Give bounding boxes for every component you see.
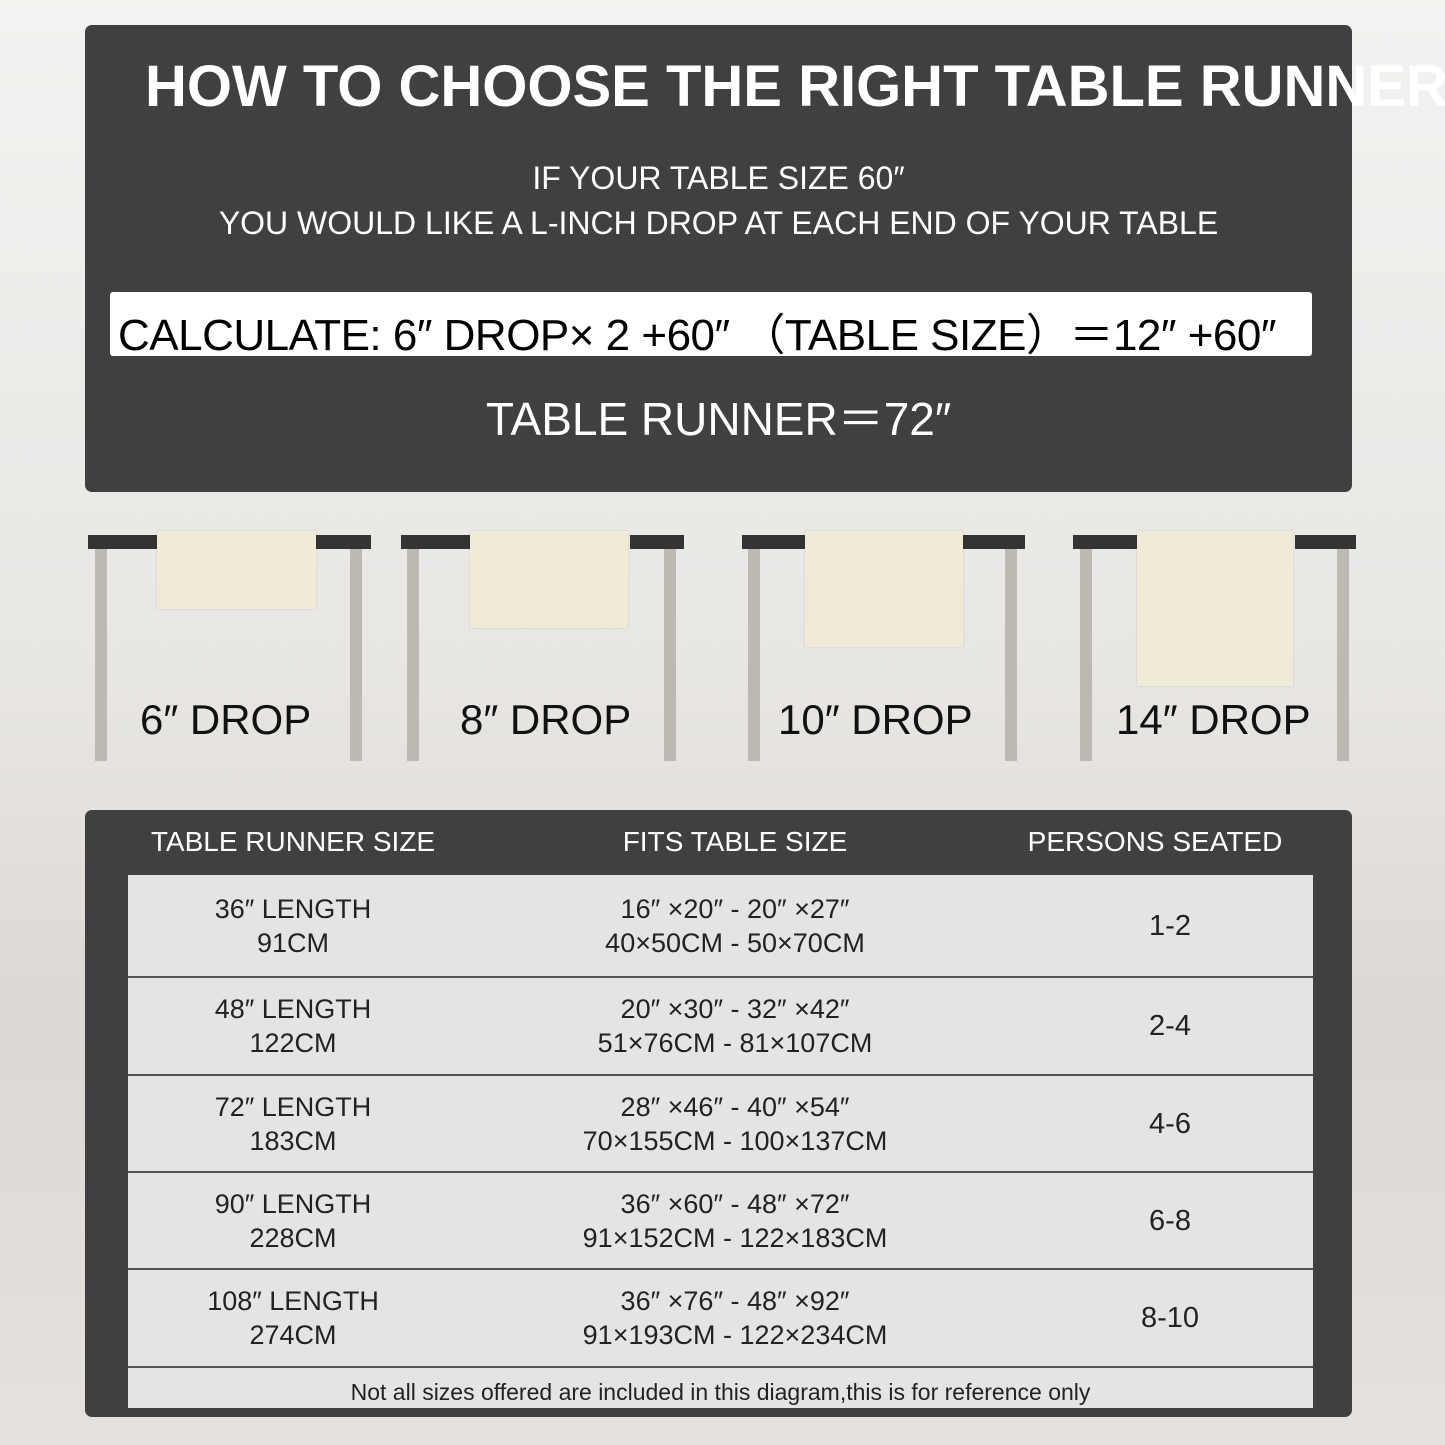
table-top: [630, 535, 684, 549]
drop-label: 6″ DROP: [140, 696, 312, 743]
length-cm: 228CM: [249, 1222, 337, 1253]
header-fits-table-size: FITS TABLE SIZE: [622, 826, 848, 857]
intro-line-1: IF YOUR TABLE SIZE 60″: [532, 160, 905, 196]
header-panel: HOW TO CHOOSE THE RIGHT TABLE RUNNER IF …: [85, 25, 1445, 492]
length-cm: 122CM: [249, 1028, 337, 1058]
persons-cell: 4-6: [1020, 1076, 1320, 1171]
fits-size-cell: 16″ ×20″ - 20″ ×27″ 40×50CM - 50×70CM: [535, 875, 935, 976]
table-top: [401, 535, 470, 549]
table-leg: [1080, 549, 1092, 761]
persons-value: 4-6: [1149, 1107, 1191, 1140]
table-leg: [407, 549, 419, 761]
result-text: TABLE RUNNER＝72″: [485, 393, 952, 445]
fits-cm: 91×152CM - 122×183CM: [582, 1222, 888, 1253]
table-top: [742, 535, 805, 549]
header-persons-seated: PERSONS SEATED: [1027, 826, 1283, 857]
runner-size-cell: 90″ LENGTH 228CM: [143, 1173, 443, 1268]
persons-cell: 2-4: [1020, 978, 1320, 1074]
table-row: 48″ LENGTH 122CM 20″ ×30″ - 32″ ×42″ 51×76…: [128, 978, 1313, 1076]
fits-inches: 20″ ×30″ - 32″ ×42″: [620, 994, 850, 1024]
runner-size-cell: 108″ LENGTH 274CM: [143, 1270, 443, 1366]
runner-size-cell: 36″ LENGTH 91CM: [143, 875, 443, 976]
drop-label: 8″ DROP: [460, 696, 632, 743]
intro-line-2: YOU WOULD LIKE A L-INCH DROP AT EACH END…: [218, 205, 1219, 241]
page-title: HOW TO CHOOSE THE RIGHT TABLE RUNNER: [145, 54, 1445, 119]
length-cm: 91CM: [256, 927, 330, 958]
fits-size-cell: 36″ ×60″ - 48″ ×72″ 91×152CM - 122×183CM: [535, 1173, 935, 1268]
runner-size-cell: 48″ LENGTH 122CM: [143, 978, 443, 1074]
fits-inches: 36″ ×60″ - 48″ ×72″: [620, 1188, 850, 1219]
table-top: [316, 535, 371, 549]
table-leg: [1337, 549, 1349, 761]
table-top: [1073, 535, 1137, 549]
fits-size-cell: 36″ ×76″ - 48″ ×92″ 91×193CM - 122×234CM: [535, 1270, 935, 1366]
persons-cell: 6-8: [1020, 1173, 1320, 1268]
fits-inches: 16″ ×20″ - 20″ ×27″: [620, 893, 850, 924]
persons-value: 6-8: [1149, 1204, 1191, 1237]
header-runner-size: TABLE RUNNER SIZE: [150, 826, 436, 857]
persons-value: 8-10: [1140, 1302, 1200, 1334]
size-table-panel: TABLE RUNNER SIZE FITS TABLE SIZE PERSON…: [85, 810, 1352, 1417]
fits-cm: 91×193CM - 122×234CM: [582, 1320, 888, 1350]
table-runner: [1137, 531, 1293, 686]
table-row: 36″ LENGTH 91CM 16″ ×20″ - 20″ ×27″ 40×50C…: [128, 875, 1313, 978]
footnote: Not all sizes offered are included in th…: [350, 1379, 1091, 1405]
table-leg: [664, 549, 676, 761]
persons-cell: 8-10: [1020, 1270, 1320, 1366]
fits-inches: 36″ ×76″ - 48″ ×92″: [620, 1286, 850, 1316]
fits-size-cell: 28″ ×46″ - 40″ ×54″ 70×155CM - 100×137CM: [535, 1076, 935, 1171]
fits-cm: 51×76CM - 81×107CM: [597, 1028, 873, 1058]
table-top: [963, 535, 1025, 549]
persons-value: 2-4: [1149, 1010, 1191, 1042]
size-table-body: Not all sizes offered are included in th…: [128, 875, 1313, 1408]
table-row: 72″ LENGTH 183CM 28″ ×46″ - 40″ ×54″ 70×15…: [128, 1076, 1313, 1173]
persons-value: 1-2: [1149, 909, 1191, 942]
table-row: 90″ LENGTH 228CM 36″ ×60″ - 48″ ×72″ 91×15…: [128, 1173, 1313, 1270]
drop-label: 10″ DROP: [778, 696, 973, 743]
drop-label: 14″ DROP: [1116, 696, 1311, 743]
table-top: [1295, 535, 1356, 549]
table-leg: [1005, 549, 1017, 761]
fits-cm: 40×50CM - 50×70CM: [605, 927, 865, 958]
fits-size-cell: 20″ ×30″ - 32″ ×42″ 51×76CM - 81×107CM: [535, 978, 935, 1074]
fits-inches: 28″ ×46″ - 40″ ×54″: [620, 1091, 850, 1122]
table-top: [88, 535, 157, 549]
length-inches: 72″ LENGTH: [214, 1091, 372, 1122]
table-runner: [157, 531, 316, 609]
table-runner: [805, 531, 963, 648]
length-inches: 108″ LENGTH: [207, 1286, 379, 1316]
table-leg: [748, 549, 760, 761]
calculation-text: CALCULATE: 6″ DROP× 2 +60″ （TABLE SIZE）＝…: [118, 311, 1276, 360]
runner-size-cell: 72″ LENGTH 183CM: [143, 1076, 443, 1171]
length-cm: 274CM: [249, 1320, 337, 1350]
table-leg: [350, 549, 362, 761]
persons-cell: 1-2: [1020, 875, 1320, 976]
length-inches: 90″ LENGTH: [214, 1188, 372, 1219]
length-inches: 48″ LENGTH: [214, 994, 372, 1024]
length-cm: 183CM: [249, 1125, 337, 1156]
calculation-box: CALCULATE: 6″ DROP× 2 +60″ （TABLE SIZE）＝…: [110, 292, 1312, 360]
length-inches: 36″ LENGTH: [214, 893, 372, 924]
table-leg: [95, 549, 107, 761]
table-row: 108″ LENGTH 274CM 36″ ×76″ - 48″ ×92″ 91×1…: [128, 1270, 1313, 1368]
fits-cm: 70×155CM - 100×137CM: [582, 1125, 888, 1156]
table-runner: [470, 531, 628, 629]
